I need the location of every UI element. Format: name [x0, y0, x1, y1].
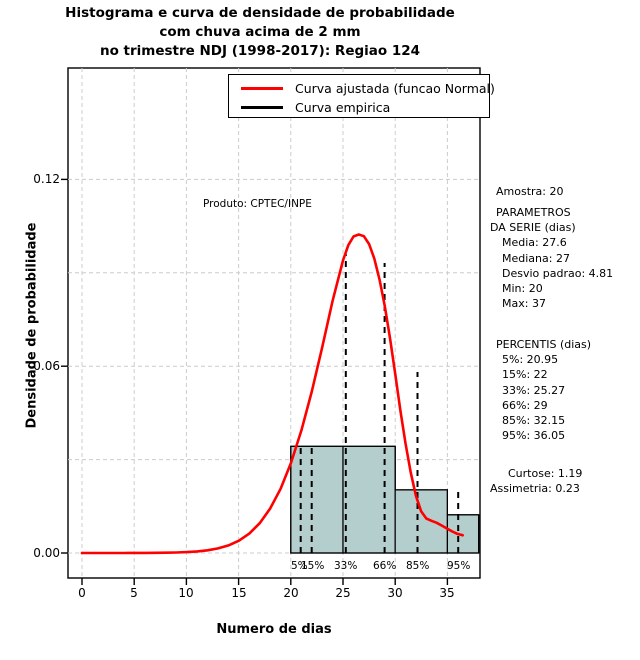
x-tick-label-20: 20: [283, 586, 299, 600]
legend-item-empirical: Curva empirica: [229, 98, 489, 117]
x-tick-label-0: 0: [78, 586, 86, 600]
sample-size-panel: Amostra: 20: [490, 184, 563, 199]
percentile-markers: [299, 254, 460, 553]
x-tick-label-35: 35: [439, 586, 455, 600]
percentile-66-text: 66%: 29: [502, 398, 548, 412]
x-tick-label-30: 30: [387, 586, 403, 600]
y-axis-title: Densidade de probabilidade: [24, 222, 40, 429]
histogram-bar: [394, 489, 449, 554]
parametros-header-1: PARAMETROS: [496, 206, 571, 219]
page-title: Histograma e curva de densidade de proba…: [0, 4, 520, 61]
x-tick-label-15: 15: [231, 586, 247, 600]
y-axis-ticks: [61, 178, 68, 554]
x-tick-label-25: 25: [335, 586, 351, 600]
percentile-axis-label-66: 66%: [373, 560, 397, 572]
assimetria-text: Assimetria: 0.23: [490, 482, 580, 496]
mediana-text: Mediana: 27: [502, 251, 570, 265]
legend-swatch-fitted: [241, 87, 283, 90]
histogram-bar: [342, 445, 396, 554]
percentile-85-text: 85%: 32.15: [502, 414, 566, 428]
title-line-3: no trimestre NDJ (1998-2017): Regiao 124: [99, 43, 421, 59]
legend-label-empirical: Curva empirica: [295, 100, 391, 115]
percentile-5-text: 5%: 20.95: [502, 353, 559, 367]
desvio-padrao-text: Desvio padrao: 4.81: [502, 266, 614, 280]
percentile-axis-label-33: 33%: [334, 560, 358, 572]
title-line-2: com chuva acima de 2 mm: [159, 24, 361, 40]
curtose-text: Curtose: 1.19: [508, 467, 583, 480]
legend-swatch-empirical: [241, 106, 283, 109]
histogram-bar: [446, 514, 480, 554]
y-tick-1: 0.06: [14, 359, 60, 373]
x-axis-ticks: [81, 578, 449, 585]
y-tick-0: 0.00: [14, 546, 60, 560]
y-tick-label: 0.06: [33, 359, 60, 373]
amostra-text: Amostra: 20: [496, 185, 564, 198]
parametros-header-2: DA SERIE (dias): [490, 221, 576, 235]
y-tick-label: 0.00: [33, 546, 60, 560]
min-text: Min: 20: [502, 282, 543, 296]
percentis-header: PERCENTIS (dias): [496, 338, 592, 351]
percentile-axis-label-5: 5%: [291, 560, 308, 572]
series-parameters-panel: PARAMETROS DA SERIE (dias) Media: 27.6 M…: [490, 205, 613, 311]
legend-item-fitted: Curva ajustada (funcao Normal): [229, 79, 495, 98]
percentile-axis-label-15: 15%: [301, 560, 325, 572]
x-tick-label-10: 10: [178, 586, 194, 600]
percentiles-panel: PERCENTIS (dias) 5%: 20.95 15%: 22 33%: …: [490, 337, 591, 443]
histogram-bar: [290, 445, 344, 554]
histogram-bars: [290, 445, 480, 554]
grid-vertical: [81, 68, 448, 578]
max-text: Max: 37: [502, 297, 546, 311]
percentile-axis-label-85: 85%: [406, 560, 430, 572]
title-line-1: Histograma e curva de densidade de proba…: [65, 5, 455, 21]
x-axis-title: Numero de dias: [216, 622, 332, 637]
produto-annotation: Produto: CPTEC/INPE: [203, 198, 312, 210]
y-tick-label: 0.12: [33, 172, 60, 186]
x-tick-label-5: 5: [130, 586, 138, 600]
percentile-15-text: 15%: 22: [502, 368, 548, 382]
legend: Curva ajustada (funcao Normal) Curva emp…: [228, 74, 495, 118]
fitted-normal-curve: [80, 233, 464, 555]
shape-statistics-panel: Curtose: 1.19 Assimetria: 0.23: [490, 466, 582, 496]
legend-label-fitted: Curva ajustada (funcao Normal): [295, 81, 495, 96]
percentile-95-text: 95%: 36.05: [502, 429, 566, 443]
empirical-curve: [290, 445, 480, 554]
media-text: Media: 27.6: [502, 236, 567, 250]
percentile-33-text: 33%: 25.27: [502, 383, 566, 397]
y-tick-2: 0.12: [14, 172, 60, 186]
percentile-axis-label-95: 95%: [447, 560, 471, 572]
